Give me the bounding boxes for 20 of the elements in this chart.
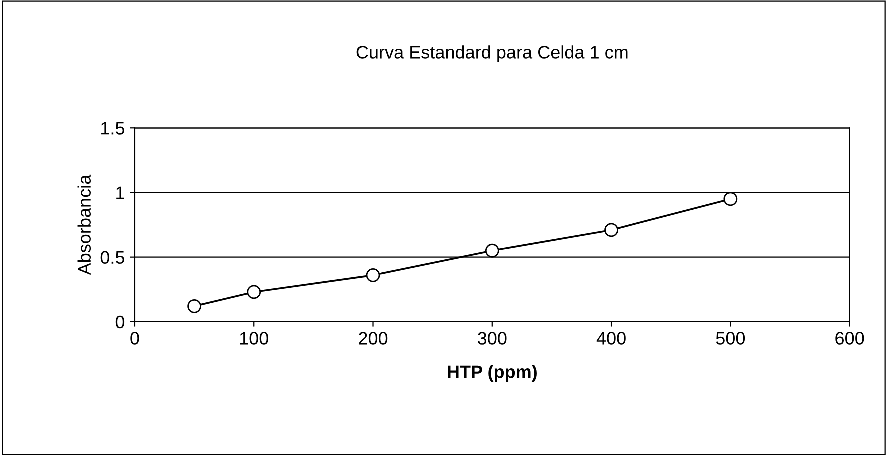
point [724,192,738,206]
x-tick-label: 0 [130,332,140,345]
y-tick-label: 1 [116,186,124,200]
x-tick-label: 100 [240,332,268,345]
x-tick-label: 300 [478,332,507,345]
x-tick-label: 200 [359,332,388,345]
point [485,244,500,258]
point [604,223,618,238]
point [366,268,380,282]
x-tick-label: 500 [716,332,746,345]
y-tick-label: 0.5 [100,251,124,264]
y-tick-label: 0 [116,316,125,329]
x-tick-label: 600 [836,332,864,345]
chart-title: Curva Estandard para Celda 1 cm [356,46,628,62]
x-axis-title: HTP (ppm) [448,365,537,382]
point [247,285,262,300]
y-axis-title: Absorbancia [78,174,92,276]
x-tick-label: 400 [596,332,626,345]
point [188,299,202,314]
y-tick-label: 1.5 [102,122,124,135]
